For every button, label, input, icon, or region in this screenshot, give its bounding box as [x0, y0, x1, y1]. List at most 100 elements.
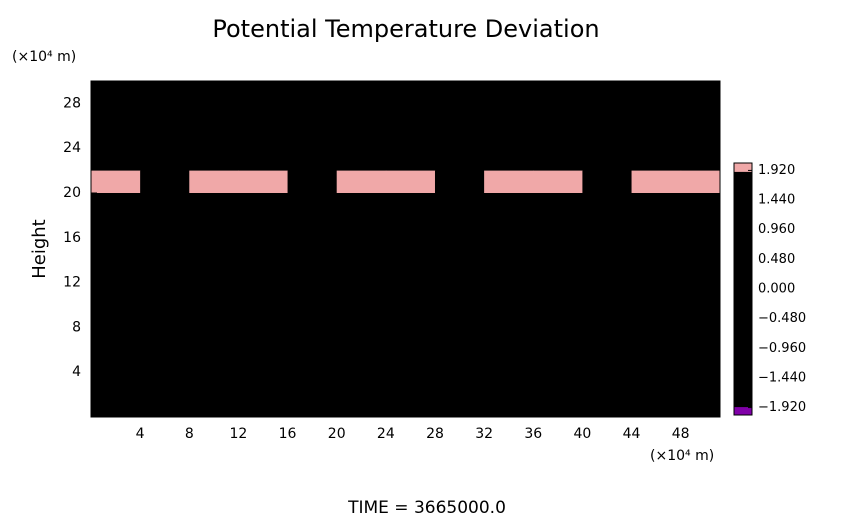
heatmap-cell [434, 305, 485, 328]
heatmap-cell [582, 170, 633, 194]
heatmap-cell [484, 394, 534, 417]
heatmap-cell [434, 237, 485, 261]
x-tick-label: 44 [623, 426, 641, 442]
colorbar-segment [734, 343, 752, 349]
heatmap-cell [385, 260, 436, 284]
heatmap-cell [680, 237, 720, 261]
heatmap-cell [287, 327, 338, 351]
heatmap-cell [680, 103, 720, 127]
x-tick-label: 48 [672, 426, 690, 442]
heatmap-cell [680, 282, 720, 306]
heatmap-cell [91, 81, 141, 104]
y-tick-label: 8 [72, 319, 81, 335]
heatmap-cell [631, 305, 682, 328]
heatmap-cell [287, 81, 338, 104]
heatmap-cell [533, 170, 583, 194]
colorbar-segment [734, 230, 752, 235]
colorbar-segment [734, 268, 752, 273]
heatmap-cell [434, 349, 485, 373]
colorbar-segment [734, 238, 752, 244]
heatmap-cell [287, 103, 338, 127]
heatmap-cell [287, 237, 338, 261]
plot-frame [90, 80, 721, 418]
heatmap-cell [238, 237, 289, 261]
heatmap-cell [385, 81, 436, 104]
colorbar-segment [734, 242, 752, 248]
heatmap-cell [189, 125, 239, 149]
heatmap-cell [434, 372, 485, 396]
chart-title: Potential Temperature Deviation [212, 15, 599, 43]
heatmap-cell [287, 193, 338, 216]
heatmap-cell [336, 327, 387, 351]
heatmap-cell [631, 394, 682, 417]
heatmap-cell [336, 81, 387, 104]
heatmap-cell [680, 170, 720, 194]
heatmap-cell [91, 327, 141, 351]
colorbar-segment [734, 289, 752, 294]
heatmap-cell [680, 81, 720, 104]
x-tick-label: 40 [573, 426, 591, 442]
x-tick-label: 4 [136, 426, 145, 442]
heatmap-cell [91, 125, 141, 149]
heatmap-cell [533, 103, 583, 127]
colorbar-segment [734, 255, 752, 261]
heatmap-cell [631, 260, 682, 284]
heatmap-cell [287, 215, 338, 239]
heatmap-cell [238, 349, 289, 373]
heatmap-cell [140, 282, 190, 306]
heatmap-cell [582, 193, 633, 216]
heatmap-cell [189, 103, 239, 127]
heatmap-cell [287, 170, 338, 194]
heatmap-cell [189, 81, 239, 104]
colorbar-segment [734, 200, 752, 206]
heatmap-cell [385, 193, 436, 216]
heatmap-cell [238, 215, 289, 239]
heatmap [91, 81, 720, 417]
heatmap-cell [91, 215, 141, 239]
heatmap-cell [91, 349, 141, 373]
heatmap-cell [336, 125, 387, 149]
colorbar-tick-label: −0.480 [758, 311, 806, 326]
heatmap-cell [287, 305, 338, 328]
heatmap-cell [385, 215, 436, 239]
heatmap-cell [287, 282, 338, 306]
heatmap-cell [680, 215, 720, 239]
x-tick-label: 12 [230, 426, 248, 442]
heatmap-cell [533, 394, 583, 417]
heatmap-cell [287, 125, 338, 149]
colorbar-segment [734, 360, 752, 366]
colorbar-segment [734, 175, 752, 181]
heatmap-cell [336, 193, 387, 216]
heatmap-cell [336, 148, 387, 172]
heatmap-cell [582, 260, 633, 284]
heatmap-cell [238, 170, 289, 194]
heatmap-cell [238, 125, 289, 149]
heatmap-cell [336, 237, 387, 261]
heatmap-cell [484, 215, 534, 239]
colorbar-segment [734, 402, 752, 408]
heatmap-cell [140, 170, 190, 194]
heatmap-cell [385, 327, 436, 351]
x-tick-label: 28 [426, 426, 444, 442]
heatmap-cell [680, 148, 720, 172]
heatmap-cell [631, 349, 682, 373]
heatmap-cell [533, 282, 583, 306]
heatmap-cell [336, 103, 387, 127]
heatmap-cell [140, 305, 190, 328]
colorbar-segment [734, 179, 752, 185]
footer: TIME = 3665000.0 [347, 498, 506, 518]
heatmap-cell [238, 327, 289, 351]
colorbar-segment [734, 221, 752, 227]
colorbar-tick-label: −0.960 [758, 341, 806, 356]
colorbar-segment [734, 226, 752, 231]
heatmap-cell [533, 305, 583, 328]
heatmap-cell [680, 193, 720, 216]
heatmap-cell [189, 349, 239, 373]
colorbar-tick-label: −1.440 [758, 370, 806, 385]
heatmap-cell [385, 372, 436, 396]
colorbar-segment [734, 259, 752, 265]
colorbar-segment [734, 326, 752, 332]
heatmap-cell [680, 327, 720, 351]
heatmap-cell [533, 193, 583, 216]
heatmap-cell [484, 103, 534, 127]
